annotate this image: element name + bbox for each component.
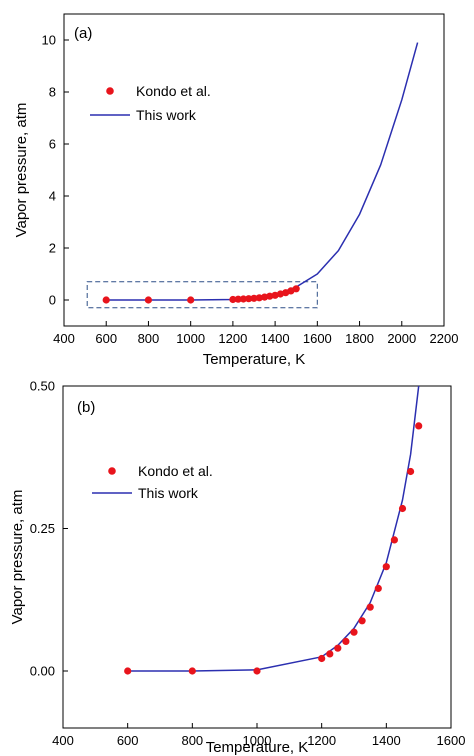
legend-label-kondo-a: Kondo et al.: [136, 83, 211, 99]
x-tick-label-a-7: 1800: [345, 331, 374, 346]
y-axis-title-a: Vapor pressure, atm: [13, 103, 30, 238]
y-tick-label-a-2: 4: [49, 189, 56, 204]
x-tick-label-a-1: 600: [95, 331, 117, 346]
this-work-line-a: [106, 42, 419, 301]
kondo-point-a-4: [234, 295, 242, 303]
kondo-point-a-5: [239, 295, 247, 303]
legend-label-this-work-a: This work: [136, 107, 197, 123]
kondo-point-a-7: [250, 294, 258, 302]
x-tick-label-b-6: 1600: [437, 733, 466, 748]
y-tick-label-b-2: 0.50: [30, 379, 55, 394]
y-tick-label-a-3: 6: [49, 137, 56, 152]
series-points-a: [102, 285, 300, 304]
kondo-point-a-3: [229, 295, 237, 304]
y-tick-label-a-0: 0: [49, 293, 56, 308]
y-tick-label-a-1: 2: [49, 241, 56, 256]
kondo-point-a-6: [245, 295, 253, 303]
x-tick-label-a-8: 2000: [387, 331, 416, 346]
kondo-point-b-4: [326, 650, 334, 658]
kondo-point-a-2: [187, 296, 195, 304]
x-tick-label-b-0: 400: [52, 733, 74, 748]
x-axis-title-b: Temperature, K: [206, 739, 309, 756]
kondo-point-b-2: [253, 667, 261, 675]
x-tick-label-b-3: 1000: [243, 733, 272, 748]
plot-frame-a: [63, 13, 445, 327]
kondo-point-b-15: [415, 422, 423, 430]
series-line-a: [106, 42, 419, 301]
x-tick-label-a-2: 800: [138, 331, 160, 346]
x-tick-label-b-2: 800: [181, 733, 203, 748]
kondo-point-b-10: [374, 584, 382, 593]
plot-frame-b: [62, 385, 452, 729]
x-tick-label-a-0: 400: [53, 331, 75, 346]
x-tick-label-b-1: 600: [117, 733, 139, 748]
kondo-point-a-10: [266, 292, 274, 300]
x-tick-label-a-5: 1400: [261, 331, 290, 346]
kondo-point-a-1: [144, 296, 152, 304]
kondo-point-b-3: [318, 654, 326, 663]
panel-label-a: (a): [74, 25, 92, 42]
kondo-point-a-0: [102, 296, 110, 304]
y-tick-label-b-1: 0.25: [30, 521, 55, 536]
kondo-point-b-1: [188, 667, 196, 675]
x-tick-label-a-9: 2200: [430, 331, 459, 346]
x-tick-label-a-6: 1600: [303, 331, 332, 346]
x-tick-label-a-4: 1200: [218, 331, 247, 346]
kondo-point-b-11: [382, 563, 390, 571]
y-tick-label-b-0: 0.00: [30, 664, 55, 679]
legend-label-this-work-b: This work: [138, 485, 199, 501]
y-tick-label-a-5: 10: [42, 33, 56, 48]
kondo-point-b-0: [124, 667, 132, 675]
x-tick-label-b-5: 1400: [372, 733, 401, 748]
this-work-line-b: [127, 385, 420, 672]
x-tick-label-b-4: 1200: [307, 733, 336, 748]
legend-b: Kondo et al. This work: [92, 463, 213, 501]
chart-panel-b: 400 600 800 1000 1200 1400 1600 0.00 0.25 0.50 (b…: [9, 379, 465, 756]
y-tick-label-a-4: 8: [49, 85, 56, 100]
zoom-region-box: [86, 281, 318, 309]
kondo-point-b-6: [342, 637, 350, 646]
panel-label-b: (b): [77, 399, 95, 416]
legend-marker-kondo-b: [108, 467, 116, 475]
series-points-b: [124, 422, 423, 675]
x-tick-label-a-3: 1000: [176, 331, 205, 346]
kondo-point-b-12: [390, 536, 398, 544]
kondo-point-b-8: [358, 617, 366, 625]
legend-label-kondo-b: Kondo et al.: [138, 463, 213, 479]
ticks-a: 400 600 800 1000 1200 1400 1600 1800 2000 2200 0 2 4…: [42, 33, 459, 347]
kondo-point-b-13: [398, 504, 407, 513]
legend-a: Kondo et al. This work: [90, 83, 211, 123]
kondo-point-b-7: [350, 628, 358, 636]
kondo-point-b-9: [366, 603, 374, 611]
kondo-point-b-14: [407, 467, 415, 476]
legend-marker-kondo-a: [106, 87, 114, 95]
series-line-b: [127, 385, 420, 672]
kondo-point-b-5: [334, 644, 342, 652]
chart-panel-a: 400 600 800 1000 1200 1400 1600 1800 2000 2200 0 2 4…: [13, 13, 459, 368]
y-axis-title-b: Vapor pressure, atm: [9, 490, 26, 625]
x-axis-title-a: Temperature, K: [203, 351, 306, 368]
kondo-point-a-15: [292, 285, 300, 293]
ticks-b: 400 600 800 1000 1200 1400 1600 0.00 0.25 0.50: [30, 379, 466, 749]
kondo-point-a-8: [255, 294, 263, 302]
